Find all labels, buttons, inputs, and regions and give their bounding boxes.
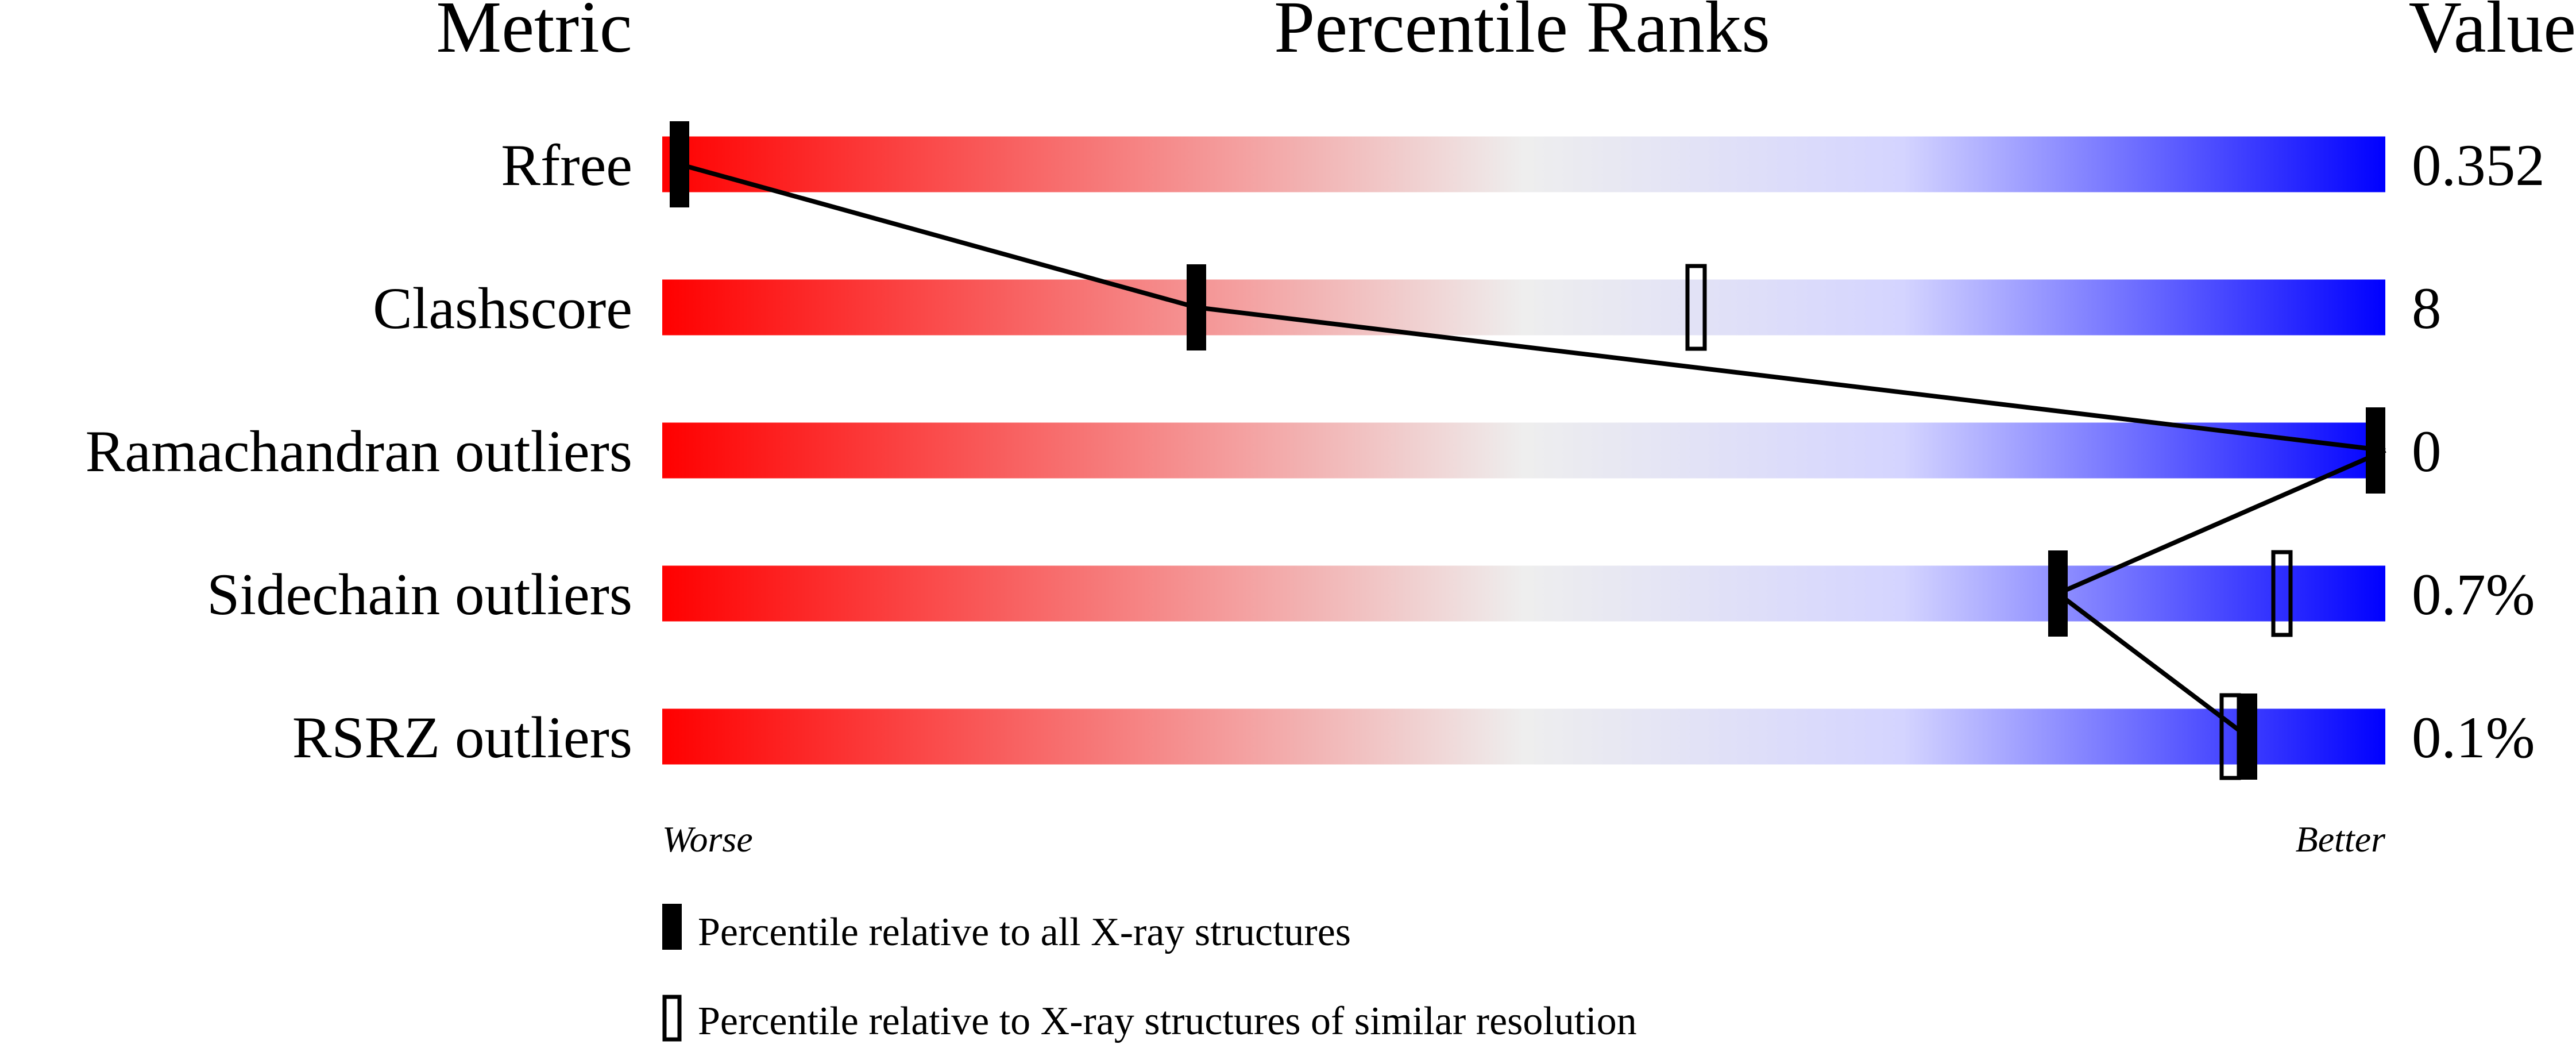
better-label: Better <box>2296 819 2386 860</box>
metric-label: RSRZ outliers <box>292 705 632 770</box>
percentile-bar <box>662 422 2385 479</box>
percentile-bar <box>662 708 2385 765</box>
all-structures-marker <box>670 121 689 207</box>
metric-value: 0 <box>2412 419 2442 484</box>
metric-label: Rfree <box>501 133 632 198</box>
percentile-bar <box>662 565 2385 622</box>
header-value: Value <box>2409 0 2576 68</box>
legend-filled-label: Percentile relative to all X-ray structu… <box>698 910 1351 954</box>
all-structures-marker <box>1187 264 1206 350</box>
metric-label: Sidechain outliers <box>207 562 632 627</box>
metric-value: 8 <box>2412 276 2442 341</box>
similar-resolution-marker <box>1685 264 1707 351</box>
connector-line <box>678 162 1198 310</box>
legend-open-label: Percentile relative to X-ray structures … <box>698 999 1637 1043</box>
worse-label: Worse <box>662 819 753 860</box>
connector-line <box>2057 448 2386 596</box>
percentile-bar <box>662 136 2385 192</box>
connector-line <box>2056 591 2249 739</box>
connector-line <box>1196 305 2386 453</box>
legend-filled-marker <box>662 904 682 950</box>
all-structures-marker <box>2048 550 2068 637</box>
metric-value: 0.1% <box>2412 705 2535 770</box>
metric-label: Ramachandran outliers <box>86 419 632 484</box>
metric-value: 0.352 <box>2412 133 2545 198</box>
header-metric: Metric <box>436 0 632 68</box>
percentile-bar <box>662 279 2385 336</box>
metric-label: Clashscore <box>373 276 632 341</box>
all-structures-marker <box>2366 407 2385 494</box>
all-structures-marker <box>2238 693 2257 780</box>
similar-resolution-marker <box>2271 550 2293 637</box>
legend-open-marker <box>662 995 682 1042</box>
metric-value: 0.7% <box>2412 562 2535 627</box>
chart-title: Percentile Ranks <box>1274 0 1770 68</box>
